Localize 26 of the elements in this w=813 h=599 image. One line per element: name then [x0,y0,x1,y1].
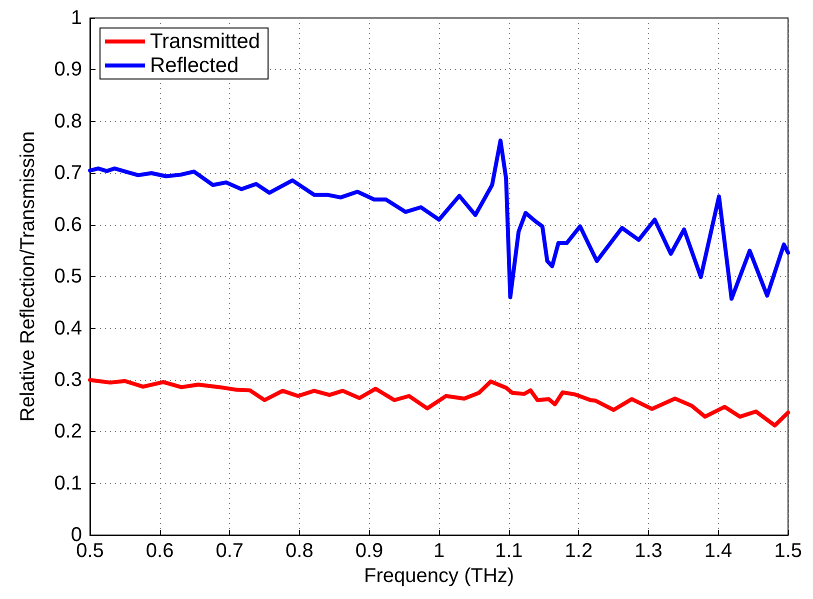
line-series [88,138,790,301]
x-tick-label: 0.6 [146,540,174,562]
y-tick-label: 0.3 [54,368,82,391]
y-tick-label: 0.4 [54,317,82,340]
x-tick-label: 1 [433,540,445,562]
line-series [88,378,790,428]
x-tick-label: 1.3 [634,540,662,562]
y-tick-label: 0.7 [54,162,82,184]
x-axis-title: Frequency (THz) [364,565,514,587]
x-tick-label: 1.1 [494,540,523,562]
legend-label: Transmitted [150,30,260,53]
y-tick-label: 0.1 [54,472,82,494]
x-tick-label: 0.8 [286,540,314,562]
y-tick-label: 1 [70,7,82,29]
x-tick-label: 1.2 [564,540,593,562]
x-tick-label: 1.5 [774,540,802,562]
y-tick-label: 0.2 [54,420,82,443]
y-axis-title: Relative Reflection/Transmission [17,131,39,422]
y-tick-label: 0.9 [54,58,82,81]
legend-label: Reflected [150,54,239,77]
x-tick-label: 1.4 [704,540,732,562]
x-tick-label: 0.9 [355,540,384,562]
y-tick-label: 0.6 [54,214,82,236]
x-tick-label: 0.7 [216,540,244,562]
y-tick-label: 0.5 [54,266,82,288]
y-tick-label: 0.8 [54,110,82,132]
